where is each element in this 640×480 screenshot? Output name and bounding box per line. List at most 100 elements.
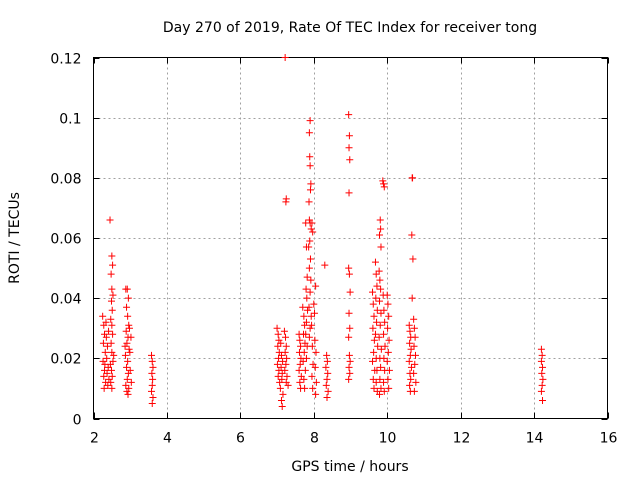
data-point — [305, 129, 313, 137]
data-point — [123, 363, 131, 371]
data-point — [311, 363, 319, 371]
y-tick-labels: 0 0.02 0.04 0.06 0.08 0.1 0.12 — [50, 52, 81, 429]
data-point — [385, 366, 393, 374]
data-point — [409, 174, 417, 182]
data-point — [108, 384, 116, 392]
x-tick-label: 4 — [163, 431, 172, 447]
data-point — [410, 369, 418, 377]
data-point — [345, 375, 353, 383]
data-point — [101, 330, 109, 338]
data-point — [279, 357, 287, 365]
data-point — [302, 318, 310, 326]
data-point — [100, 372, 108, 380]
data-point — [107, 378, 115, 386]
data-point — [370, 336, 378, 344]
data-point — [102, 333, 110, 341]
data-point — [406, 381, 414, 389]
data-point — [307, 312, 315, 320]
data-point — [299, 357, 307, 365]
y-tick-label: 0.04 — [50, 292, 81, 308]
data-point — [380, 180, 388, 188]
data-point — [148, 399, 156, 407]
data-point — [124, 357, 132, 365]
data-point — [107, 366, 115, 374]
data-point — [109, 330, 117, 338]
data-point — [408, 231, 416, 239]
data-point — [122, 327, 130, 335]
data-point — [412, 378, 420, 386]
data-point — [384, 375, 392, 383]
data-point — [300, 348, 308, 356]
data-point — [373, 318, 381, 326]
data-point — [369, 357, 377, 365]
data-point — [105, 327, 113, 335]
data-point — [278, 375, 286, 383]
data-point — [126, 348, 134, 356]
data-point — [373, 306, 381, 314]
data-point — [281, 54, 289, 61]
data-point — [125, 321, 133, 329]
data-point — [381, 318, 389, 326]
data-point — [309, 384, 317, 392]
data-point — [299, 303, 307, 311]
data-point — [375, 267, 383, 275]
data-point — [274, 342, 282, 350]
data-point — [372, 294, 380, 302]
data-point — [296, 360, 304, 368]
data-point — [282, 333, 290, 341]
data-point — [103, 354, 111, 362]
data-point — [370, 384, 378, 392]
data-point — [385, 384, 393, 392]
data-point — [274, 372, 282, 380]
data-point — [302, 330, 310, 338]
data-point — [105, 375, 113, 383]
y-tick-label: 0.1 — [59, 112, 81, 128]
data-point — [308, 321, 316, 329]
data-point — [369, 300, 377, 308]
data-point — [305, 198, 313, 206]
data-point — [306, 186, 314, 194]
data-point — [373, 282, 381, 290]
data-point — [312, 282, 320, 290]
data-point — [385, 336, 393, 344]
data-point — [107, 315, 115, 323]
data-point — [539, 396, 547, 404]
data-point — [538, 369, 546, 377]
data-point — [109, 261, 117, 269]
data-point — [273, 324, 281, 332]
data-point — [277, 396, 285, 404]
data-point — [301, 384, 309, 392]
data-point — [380, 306, 388, 314]
data-point — [409, 255, 417, 263]
data-point — [309, 228, 317, 236]
data-point — [538, 381, 546, 389]
data-point — [296, 336, 304, 344]
data-point — [376, 231, 384, 239]
data-point — [376, 216, 384, 224]
data-point — [345, 189, 353, 197]
data-point — [380, 330, 388, 338]
data-point — [283, 372, 291, 380]
data-point — [296, 378, 304, 386]
data-point — [373, 366, 381, 374]
data-point — [380, 387, 388, 395]
data-point — [324, 387, 332, 395]
data-point — [281, 348, 289, 356]
data-point — [379, 177, 387, 185]
data-point — [385, 312, 393, 320]
data-point — [306, 324, 314, 332]
data-point — [301, 321, 309, 329]
data-point — [103, 369, 111, 377]
data-point — [411, 360, 419, 368]
data-point — [380, 378, 388, 386]
data-point — [278, 402, 286, 410]
data-point — [275, 336, 283, 344]
data-point — [370, 348, 378, 356]
x-tick-labels: 2 4 6 8 10 12 14 16 — [90, 431, 617, 447]
data-point — [306, 162, 314, 170]
data-point — [410, 387, 418, 395]
y-tick-label: 0.08 — [50, 172, 81, 188]
data-point — [279, 390, 287, 398]
data-point — [539, 363, 547, 371]
x-tick-label: 6 — [236, 431, 245, 447]
